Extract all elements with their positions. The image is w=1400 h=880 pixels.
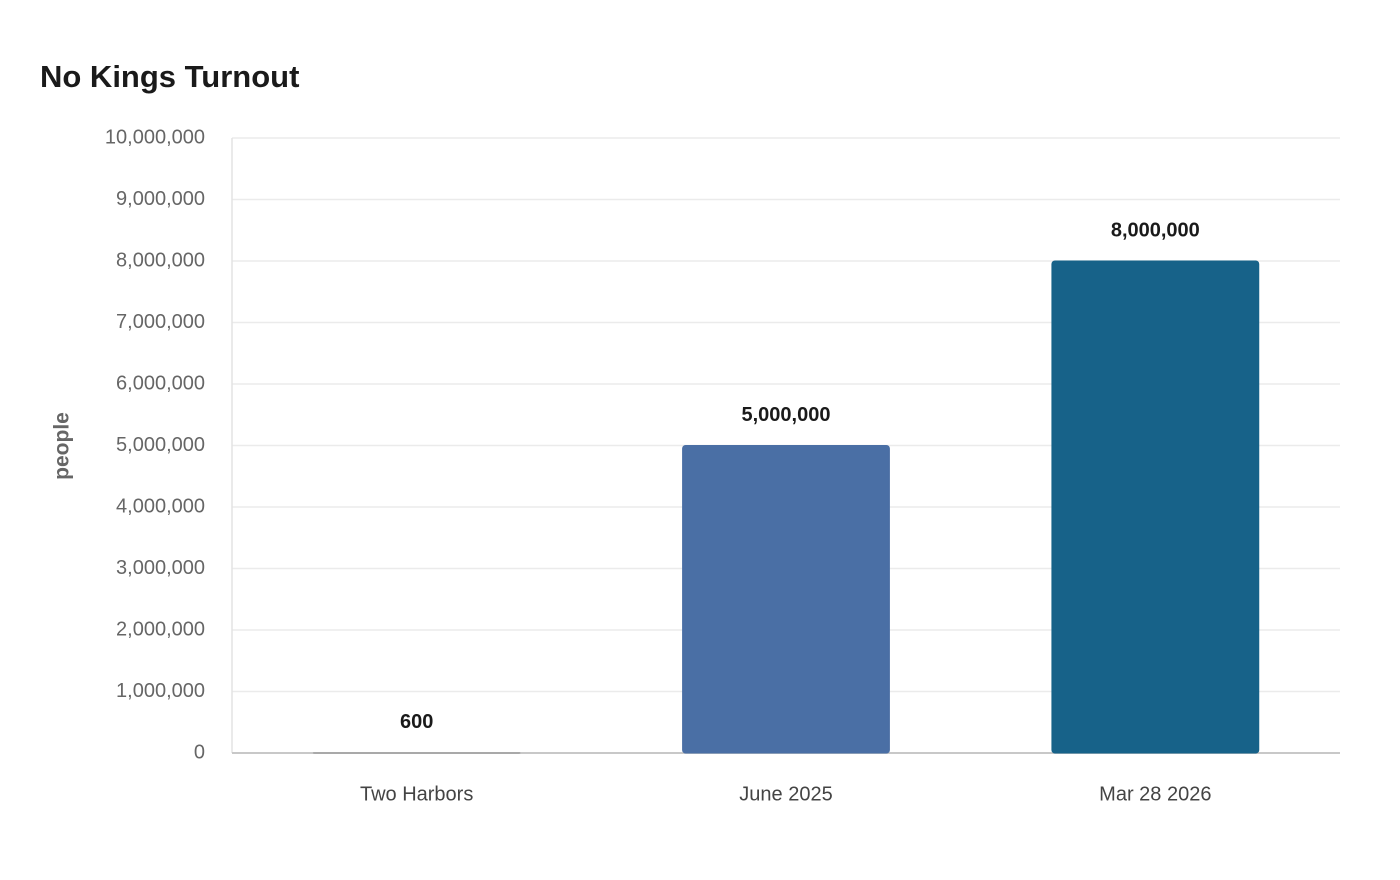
data-label: 600 — [400, 711, 433, 733]
y-tick-label: 3,000,000 — [116, 557, 205, 579]
bar — [1051, 260, 1260, 754]
y-tick-label: 2,000,000 — [116, 618, 205, 640]
x-tick-label: June 2025 — [739, 783, 832, 805]
y-tick-label: 1,000,000 — [116, 680, 205, 702]
x-tick-label: Two Harbors — [360, 783, 473, 805]
x-tick-label: Mar 28 2026 — [1099, 783, 1211, 805]
data-label: 8,000,000 — [1111, 219, 1200, 241]
data-label: 5,000,000 — [742, 404, 831, 426]
y-tick-label: 10,000,000 — [105, 126, 205, 148]
bar — [682, 445, 890, 754]
y-tick-label: 7,000,000 — [116, 311, 205, 333]
y-tick-label: 6,000,000 — [116, 372, 205, 394]
y-axis-label: people — [51, 412, 74, 480]
y-tick-label: 5,000,000 — [116, 434, 205, 456]
y-tick-label: 4,000,000 — [116, 495, 205, 517]
chart-title: No Kings Turnout — [40, 59, 299, 94]
y-tick-label: 8,000,000 — [116, 249, 205, 271]
y-tick-label: 9,000,000 — [116, 188, 205, 210]
y-tick-label: 0 — [194, 741, 205, 763]
